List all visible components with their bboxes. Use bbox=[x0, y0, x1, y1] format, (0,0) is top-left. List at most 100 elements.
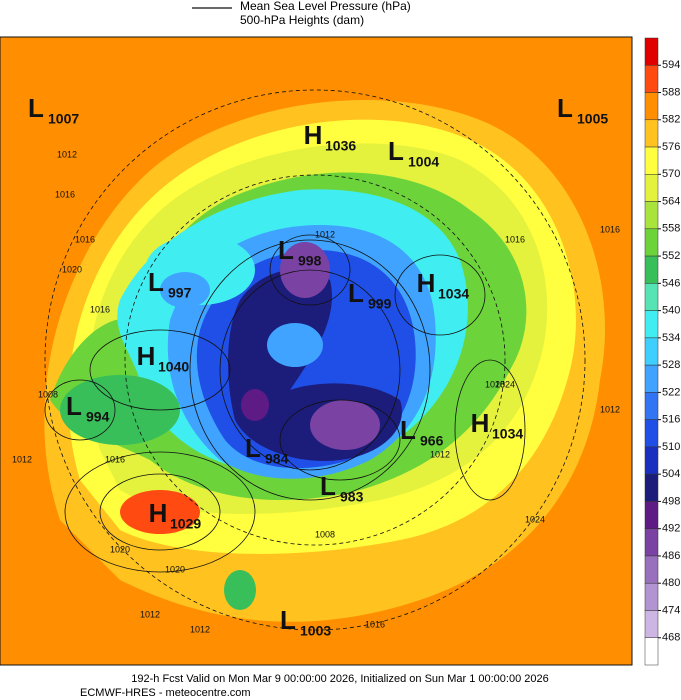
colorbar-label: 558 bbox=[662, 223, 680, 235]
legend-heights: 500-hPa Heights (dam) bbox=[240, 13, 364, 27]
colorbar-swatch bbox=[644, 337, 659, 366]
colorbar-label: 576 bbox=[662, 141, 680, 153]
center-kind: L bbox=[348, 278, 364, 308]
center-value: 1004 bbox=[408, 154, 439, 170]
isobar bbox=[269, 234, 351, 306]
isobar-label: 1012 bbox=[190, 624, 210, 634]
colorbar-swatch bbox=[644, 528, 659, 557]
colorbar-swatch bbox=[644, 310, 659, 339]
colorbar-swatch bbox=[644, 364, 659, 393]
colorbar-swatch bbox=[644, 146, 659, 175]
colorbar-label: 510 bbox=[662, 441, 680, 453]
center-kind: L bbox=[66, 391, 82, 421]
center-kind: L bbox=[557, 93, 573, 123]
isobar-label: 1012 bbox=[140, 609, 160, 619]
isobar-label: 1012 bbox=[12, 454, 32, 464]
footer-line2: ECMWF-HRES - meteocentre.com bbox=[80, 687, 251, 699]
colorbar-label: 492 bbox=[662, 523, 680, 535]
center-kind: L bbox=[278, 235, 294, 265]
colorbar-swatch bbox=[644, 283, 659, 311]
band-552 bbox=[224, 570, 256, 610]
center-value: 966 bbox=[420, 433, 444, 449]
isobar-label: 1008 bbox=[315, 529, 335, 539]
isobar-label: 1016 bbox=[90, 304, 110, 314]
isobar-label: 1016 bbox=[365, 619, 385, 629]
isobar-label: 1012 bbox=[430, 449, 450, 459]
latitude-circle bbox=[124, 174, 506, 546]
latitude-circle bbox=[44, 89, 586, 631]
isobar bbox=[99, 473, 221, 551]
isobar-label: 1028 bbox=[485, 379, 505, 389]
colorbar-swatch bbox=[644, 555, 659, 584]
map-field bbox=[0, 37, 632, 665]
center-kind: L bbox=[148, 267, 164, 297]
isobar-label: 1024 bbox=[525, 514, 545, 524]
center-kind: H bbox=[471, 408, 490, 438]
band-528-pocket bbox=[267, 323, 323, 367]
colorbar-swatch bbox=[644, 119, 659, 148]
colorbar-label: 534 bbox=[662, 332, 680, 344]
isobar bbox=[64, 451, 256, 573]
colorbar-swatch bbox=[644, 228, 659, 257]
center-value: 1034 bbox=[492, 426, 523, 442]
band-588 bbox=[120, 490, 200, 534]
legend-pressure: Mean Sea Level Pressure (hPa) bbox=[240, 0, 411, 13]
center-value: 984 bbox=[265, 451, 289, 467]
center-value: 1034 bbox=[438, 286, 469, 302]
colorbar-swatch bbox=[644, 582, 659, 611]
isobar-label: 1012 bbox=[57, 149, 77, 159]
colorbar-swatch bbox=[644, 473, 659, 502]
isobar-label: 1016 bbox=[75, 234, 95, 244]
center-kind: L bbox=[28, 93, 44, 123]
isobars bbox=[44, 89, 586, 631]
colorbar-swatch bbox=[644, 201, 659, 230]
isobar-label: 1024 bbox=[495, 379, 515, 389]
center-value: 997 bbox=[168, 285, 192, 301]
isobar-label: 1016 bbox=[55, 189, 75, 199]
isobar bbox=[454, 359, 526, 501]
center-value: 1003 bbox=[300, 623, 331, 639]
colorbar-label: 486 bbox=[662, 550, 680, 562]
colorbar-swatch bbox=[644, 419, 659, 448]
colorbar-label: 552 bbox=[662, 250, 680, 262]
colorbar-label: 468 bbox=[662, 632, 680, 644]
isobar-label: 1012 bbox=[315, 229, 335, 239]
isobar-label: 1020 bbox=[62, 264, 82, 274]
colorbar-swatch bbox=[644, 501, 659, 529]
isobar-label: 1008 bbox=[38, 389, 58, 399]
isobar bbox=[189, 239, 431, 501]
colorbar-label: 528 bbox=[662, 359, 680, 371]
center-kind: L bbox=[400, 415, 416, 445]
isobar-label: 1016 bbox=[105, 454, 125, 464]
isobar bbox=[89, 329, 231, 411]
center-kind: L bbox=[388, 136, 404, 166]
center-value: 1007 bbox=[48, 111, 79, 127]
band-486 bbox=[310, 400, 380, 450]
colorbar-label: 498 bbox=[662, 495, 680, 507]
isobar-label: 1016 bbox=[600, 224, 620, 234]
colorbar-swatch bbox=[644, 637, 659, 666]
center-value: 1036 bbox=[325, 138, 356, 154]
colorbar-swatch bbox=[644, 392, 659, 420]
center-value: 999 bbox=[368, 296, 392, 312]
isobar bbox=[44, 379, 116, 441]
colorbar-label: 564 bbox=[662, 195, 680, 207]
center-value: 1029 bbox=[170, 516, 201, 532]
center-kind: H bbox=[417, 268, 436, 298]
center-kind: L bbox=[280, 605, 296, 635]
colorbar-swatch bbox=[644, 610, 659, 638]
isobar-label: 1020 bbox=[165, 564, 185, 574]
center-kind: L bbox=[320, 471, 336, 501]
center-value: 983 bbox=[340, 489, 364, 505]
center-value: 998 bbox=[298, 253, 322, 269]
band-528 bbox=[160, 272, 210, 308]
colorbar-label: 474 bbox=[662, 604, 680, 616]
center-value: 1005 bbox=[577, 111, 608, 127]
colorbar-swatch bbox=[644, 174, 659, 202]
footer-line1: 192-h Fcst Valid on Mon Mar 9 00:00:00 2… bbox=[131, 673, 548, 685]
colorbar-swatch bbox=[644, 65, 659, 93]
colorbar-label: 582 bbox=[662, 114, 680, 126]
colorbar-swatch bbox=[644, 37, 659, 66]
map-frame bbox=[0, 36, 633, 666]
